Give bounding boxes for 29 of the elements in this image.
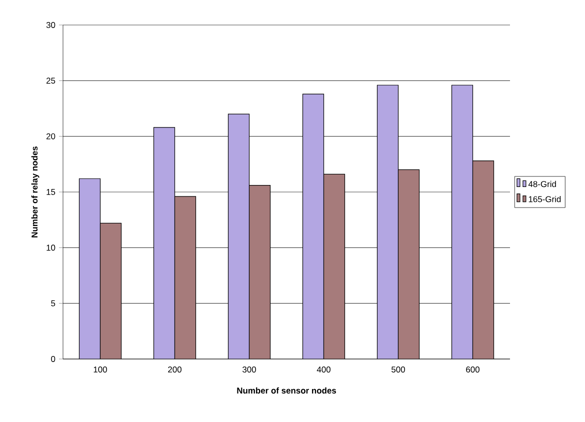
bar	[228, 114, 250, 359]
bar	[302, 94, 324, 359]
x-tick-label: 300	[242, 366, 256, 373]
y-tick-label: 25	[46, 78, 56, 84]
bar	[249, 185, 270, 359]
x-tick-label: 200	[168, 366, 182, 373]
bar	[174, 196, 196, 359]
y-tick-label: 5	[51, 300, 56, 306]
legend-label: 165-Grid	[528, 196, 561, 202]
x-tick-label: 400	[316, 366, 330, 373]
bar	[79, 178, 100, 359]
legend-label: 48-Grid	[528, 180, 556, 188]
y-tick-label: 15	[46, 189, 56, 195]
y-tick-label: 0	[51, 356, 56, 362]
y-tick-label: 30	[46, 22, 56, 28]
y-tick-label: 10	[46, 244, 56, 251]
bar	[472, 160, 494, 359]
x-tick-label: 500	[392, 366, 405, 373]
bar	[154, 127, 175, 359]
bar	[398, 170, 420, 359]
y-tick-label: 20	[46, 133, 56, 140]
bar	[377, 85, 398, 359]
bar	[324, 174, 345, 359]
x-tick-label: 100	[94, 366, 107, 373]
bar	[451, 84, 474, 359]
y-axis-title: Number of relay nodes	[31, 146, 40, 238]
x-tick-label: 600	[466, 366, 480, 373]
x-axis-title: Number of sensor nodes	[237, 387, 336, 394]
bar	[100, 223, 122, 359]
